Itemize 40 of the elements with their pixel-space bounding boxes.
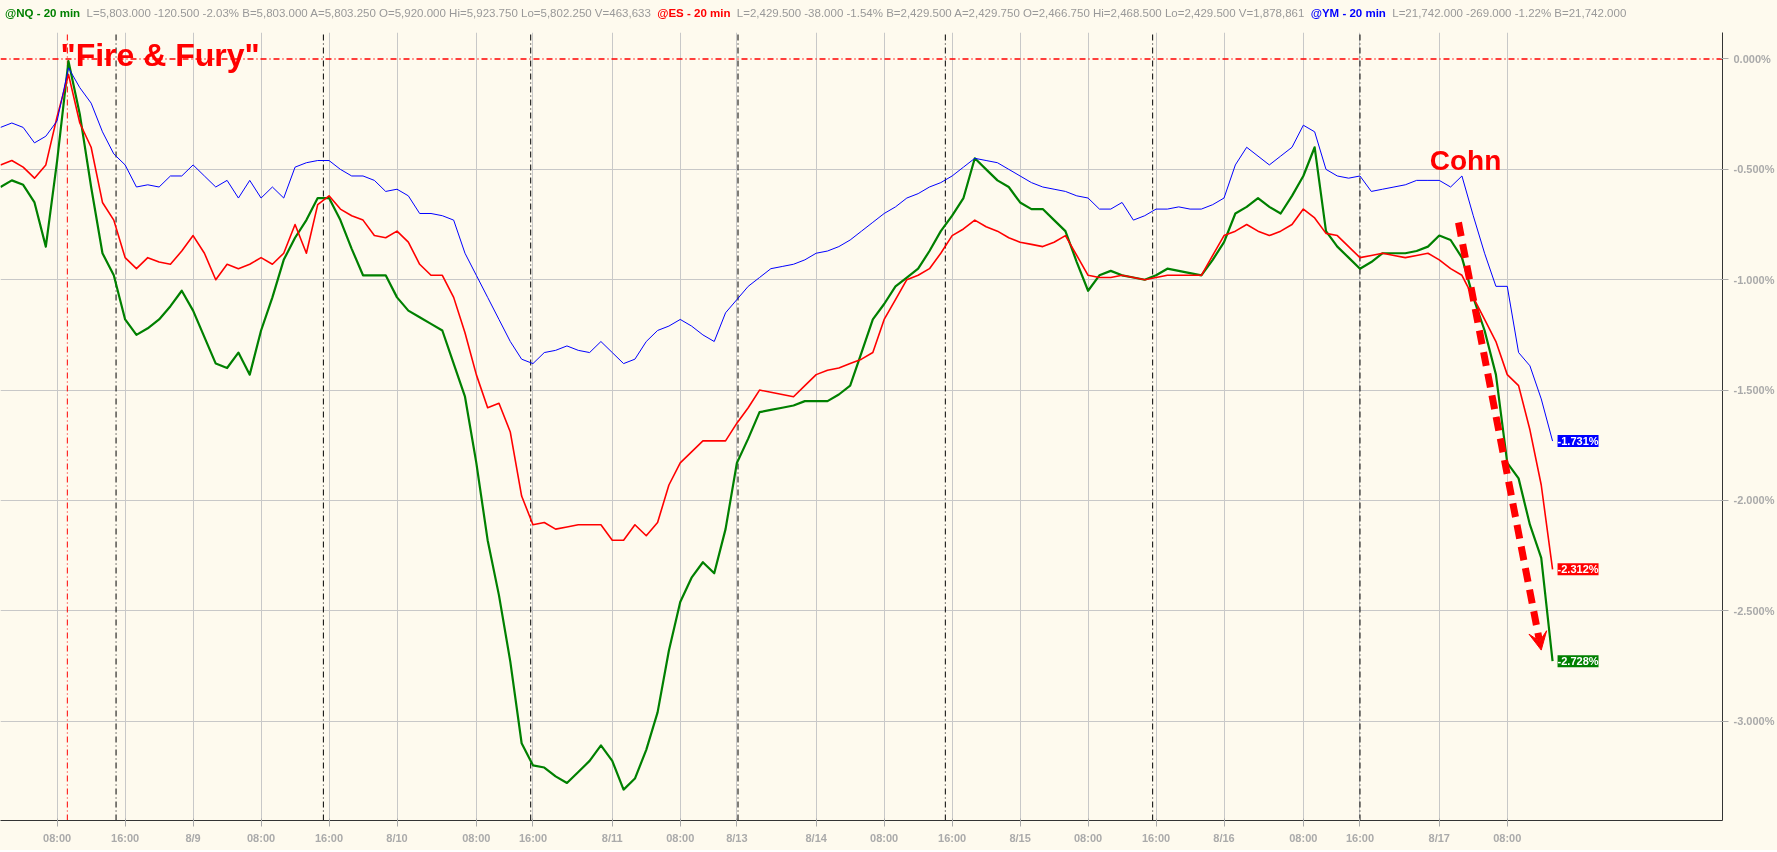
- data-label: -2.728%: [1557, 655, 1599, 668]
- x-tick-label: 08:00: [666, 831, 695, 844]
- x-tick-label: 16:00: [518, 831, 548, 844]
- text: @YM - 20 min: [1310, 7, 1386, 19]
- x-tick-label: 08:00: [1493, 831, 1522, 844]
- x-tick-label: 8/13: [726, 831, 748, 844]
- x-tick-label: 16:00: [938, 831, 967, 844]
- y-tick-label: -1.500%: [1733, 384, 1775, 397]
- x-tick-label: 08:00: [870, 831, 899, 844]
- x-tick-label: 8/14: [805, 831, 828, 844]
- x-tick-label: 8/10: [386, 831, 408, 844]
- x-tick-label: 8/17: [1428, 831, 1450, 844]
- x-tick-label: 8/11: [601, 831, 623, 844]
- x-tick-label: 8/9: [185, 831, 201, 844]
- x-tick-label: 08:00: [1074, 831, 1103, 844]
- text: @ES - 20 min: [657, 7, 731, 19]
- x-tick-label: 16:00: [314, 831, 344, 844]
- x-tick-label: 08:00: [462, 831, 491, 844]
- x-tick-label: 8/16: [1213, 831, 1235, 844]
- text: L=21,742.000 -269.000 -1.22% B=21,742.000: [1392, 7, 1627, 19]
- text: L=5,803.000 -120.500 -2.03% B=5,803.000 A=5,803.250 O=5,920.000 Hi=5,923.750 Lo=5,802.250 V=463,633: [86, 7, 651, 19]
- y-tick-label: -2.000%: [1733, 494, 1775, 507]
- y-tick-label: -3.000%: [1733, 715, 1775, 728]
- y-tick-label: -0.500%: [1733, 163, 1775, 176]
- x-tick-label: 08:00: [43, 831, 72, 844]
- x-tick-label: 16:00: [1345, 831, 1375, 844]
- y-tick-label: -2.500%: [1733, 604, 1775, 617]
- x-tick-label: 16:00: [111, 831, 140, 844]
- x-tick-label: 08:00: [247, 831, 276, 844]
- y-tick-label: -1.000%: [1733, 273, 1775, 286]
- annotation: Cohn: [1429, 145, 1502, 176]
- text: L=2,429.500 -38.000 -1.54% B=2,429.500 A=2,429.750 O=2,466.750 Hi=2,468.500 Lo=2,429.500 V=1,878,861: [736, 7, 1305, 19]
- annotation: "Fire & Fury": [60, 36, 260, 73]
- text: @NQ - 20 min: [5, 7, 81, 19]
- x-tick-label: 16:00: [1141, 831, 1171, 844]
- x-tick-label: 8/15: [1009, 831, 1031, 844]
- y-tick-label: 0.000%: [1733, 52, 1772, 65]
- x-tick-label: 08:00: [1289, 831, 1318, 844]
- data-label: -2.312%: [1557, 563, 1599, 576]
- data-label: -1.731%: [1557, 435, 1599, 448]
